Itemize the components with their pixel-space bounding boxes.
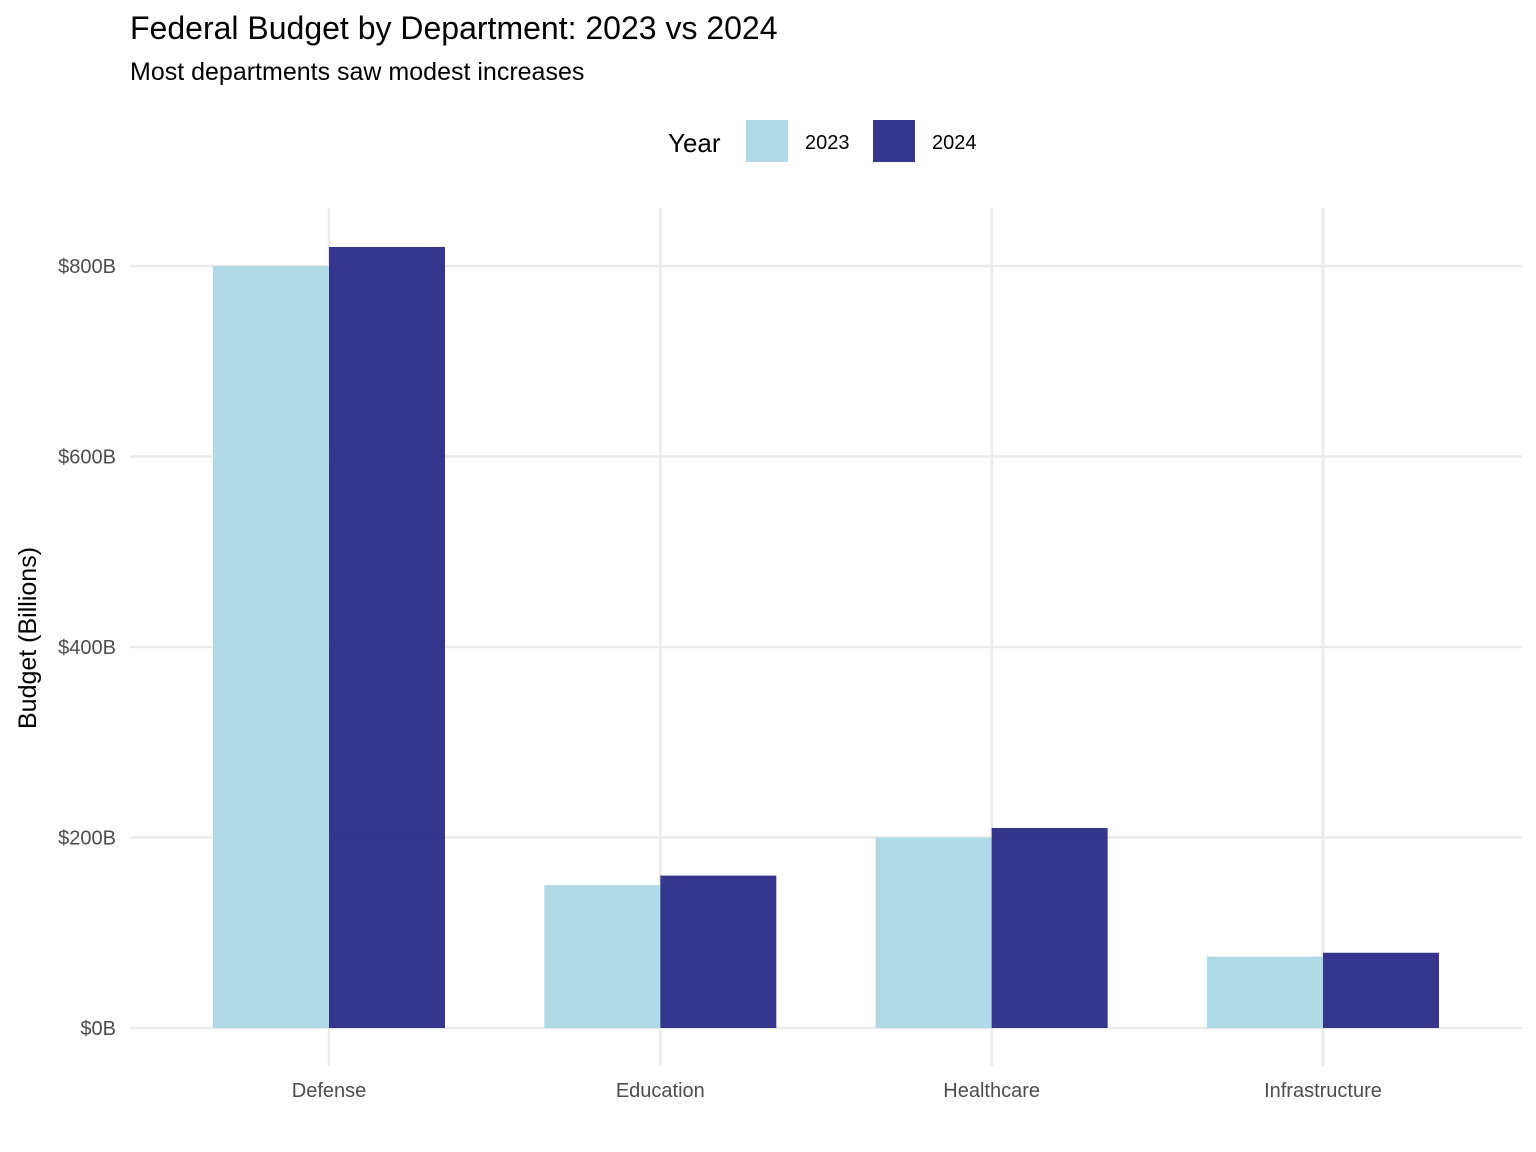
legend-key-2024 — [873, 120, 915, 162]
bar-2024-defense — [329, 246, 445, 1028]
legend-label: 2023 — [805, 132, 850, 154]
chart-subtitle: Most departments saw modest increases — [130, 58, 585, 86]
bar-2024-infrastructure — [1322, 952, 1439, 1028]
bar-2023-education — [544, 885, 661, 1028]
y-tick-label: $0B — [80, 1018, 116, 1040]
chart-title: Federal Budget by Department: 2023 vs 20… — [130, 10, 778, 46]
bar-2023-defense — [213, 266, 329, 1028]
x-tick-label: Defense — [292, 1080, 367, 1102]
y-tick-label: $600B — [58, 447, 116, 469]
x-tick-label: Education — [616, 1080, 705, 1102]
y-tick-label: $800B — [58, 256, 116, 278]
y-axis-title: Budget (Billions) — [14, 547, 42, 729]
legend-label: 2024 — [932, 132, 977, 154]
bar-2023-infrastructure — [1206, 956, 1323, 1028]
x-tick-label: Healthcare — [943, 1080, 1040, 1102]
legend: Year 2023 2024 — [668, 120, 977, 162]
x-axis: Defense Education Healthcare Infrastructure — [292, 1080, 1382, 1102]
bar-2024-education — [660, 875, 777, 1028]
bar-2023-healthcare — [875, 837, 992, 1028]
y-tick-label: $200B — [58, 828, 116, 850]
x-tick-label: Infrastructure — [1264, 1080, 1382, 1102]
y-tick-label: $400B — [58, 637, 116, 659]
legend-key-2023 — [746, 120, 788, 162]
legend-title: Year — [668, 128, 721, 158]
y-axis: $0B $200B $400B $600B $800B — [58, 256, 116, 1040]
bar-2024-healthcare — [991, 827, 1108, 1028]
bars-layer — [213, 246, 1439, 1028]
